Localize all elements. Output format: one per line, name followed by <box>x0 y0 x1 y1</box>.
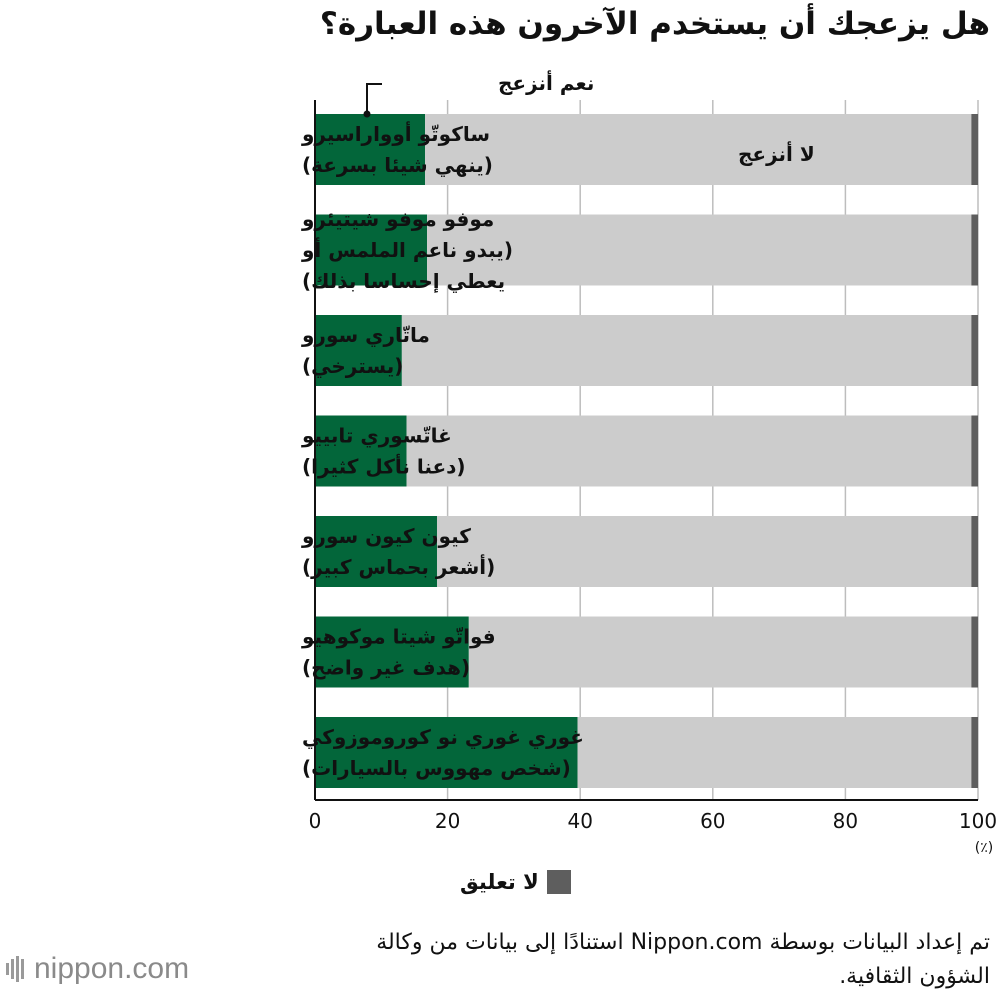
category-label: (دعنا نأكل كثيرا) <box>302 453 466 479</box>
legend-swatch-no-comment <box>546 870 571 894</box>
bar-segment-no-comment <box>971 516 978 587</box>
category-label: (يبدو ناعم الملمس أو <box>301 236 513 262</box>
chart-title: هل يزعجك أن يستخدم الآخرون هذه العبارة؟ <box>319 6 990 42</box>
category-label: ساكوتّو أوواراسيرو <box>301 120 490 146</box>
annotation-no: لا أنزعج <box>738 140 815 166</box>
x-tick-label: 100 <box>959 809 997 833</box>
bar-segment-yes <box>315 717 578 788</box>
bar-segment-yes <box>315 516 437 587</box>
bar-segment-no-comment <box>971 214 978 286</box>
source-note: تم إعداد البيانات بوسطة Nippon.com استنا… <box>376 930 990 989</box>
annotation-leader-line <box>366 83 382 113</box>
bar-segment-no <box>577 717 972 788</box>
bar-segment-no-comment <box>971 415 978 487</box>
x-tick-label: 40 <box>567 809 592 833</box>
bar-segment-yes <box>315 214 428 286</box>
x-tick-label: 60 <box>700 809 725 833</box>
bar-segment-yes <box>315 315 402 386</box>
bar-segment-no-comment <box>971 717 978 788</box>
bar-segment-no-comment <box>971 114 978 185</box>
category-label: (هدف غير واضح) <box>302 656 470 680</box>
category-label: غاتّسوري تابييو <box>301 424 452 449</box>
category-label: فواتّو شيتا موكوهيو <box>301 625 496 649</box>
bar-segment-yes <box>315 114 426 185</box>
category-label: ماتّاري سورو <box>301 323 430 348</box>
bar-segment-no-comment <box>971 315 978 386</box>
stacked-bar-chart: ساكوتّو أوواراسيرو (ينهي شيئا بسرعة) موفو … <box>301 69 997 856</box>
category-label: (يسترخي) <box>302 354 403 379</box>
x-tick-label: 0 <box>309 809 322 833</box>
category-label: (ينهي شيئا بسرعة) <box>302 153 493 178</box>
x-tick-label: 80 <box>833 809 858 833</box>
category-label: موفو موفو شيتيئرو <box>301 207 494 231</box>
bar-segment-no <box>401 315 972 386</box>
bar-segment-yes <box>315 415 407 487</box>
legend-label-no-comment: لا تعليق <box>460 870 539 894</box>
x-unit-label: (٪) <box>975 840 993 856</box>
annotation-dot <box>363 110 371 118</box>
bar-segment-no <box>425 114 972 185</box>
category-label: كيون كيون سورو <box>301 524 471 548</box>
legend: لا تعليق <box>460 870 571 894</box>
logo-text: nippon.com <box>34 952 190 985</box>
nippon-logo: nippon.com <box>4 952 189 986</box>
bar-segment-no-comment <box>971 616 978 688</box>
x-tick-label: 20 <box>435 809 460 833</box>
bar-segment-no <box>436 516 972 587</box>
bar-segment-no <box>468 616 972 688</box>
annotation-yes: نعم أنزعج <box>498 69 594 95</box>
category-label: يعطي إحساسا بذلك) <box>302 269 505 294</box>
bar-segment-no <box>406 415 972 487</box>
category-label: غوري غوري نو كوروموزوكي <box>302 725 584 750</box>
category-label: (شخص مهووس بالسيارات) <box>302 756 571 780</box>
category-label: (أشعر بحماس كبير) <box>302 553 495 579</box>
bar-segment-no <box>427 214 972 286</box>
nippon-logo-icon <box>6 956 24 982</box>
bar-segment-yes <box>315 616 469 688</box>
